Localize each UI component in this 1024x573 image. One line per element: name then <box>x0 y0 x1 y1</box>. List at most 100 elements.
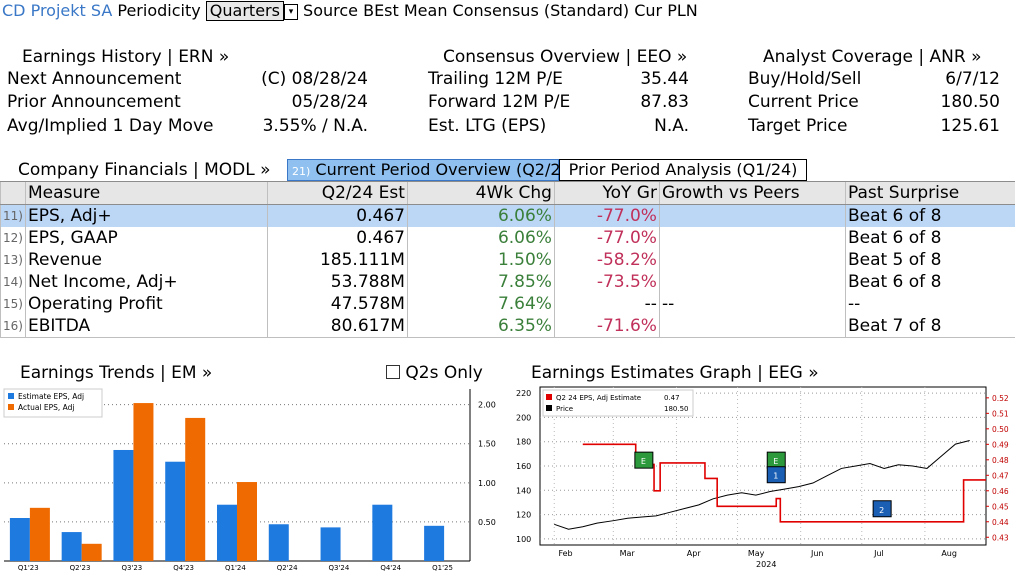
financials-table: Measure Q2/24 Est 4Wk Chg YoY Gr Growth … <box>0 181 1016 338</box>
col-estimate[interactable]: Q2/24 Est <box>266 181 408 205</box>
actual-bar <box>133 403 154 561</box>
x-tick-label: Q3'24 <box>329 564 350 572</box>
legend-box <box>542 389 694 417</box>
right-y-tick-label: 0.46 <box>992 487 1009 496</box>
event-marker-label: 1 <box>773 472 778 481</box>
x-tick-label: May <box>748 549 765 558</box>
left-y-tick-label: 160 <box>516 462 531 471</box>
event-marker <box>766 466 786 484</box>
table-row[interactable]: 14) Net Income, Adj+ 53.788M 7.85% -73.5… <box>0 271 1016 293</box>
y-tick-label: 0.50 <box>478 518 496 527</box>
earnings-trends-title[interactable]: Earnings Trends | EM » <box>20 363 213 383</box>
trailing-pe-value: 35.44 <box>640 69 689 89</box>
table-row[interactable]: 15) Operating Profit 47.578M 7.64% -- --… <box>0 293 1016 315</box>
table-row[interactable]: 11) EPS, Adj+ 0.467 6.06% -77.0% Beat 6 … <box>0 204 1016 227</box>
chart-legend: Q2 24 EPS, Adj Estimate 0.47 Price 180.50 <box>542 389 694 417</box>
analyst-title[interactable]: Analyst Coverage | ANR » <box>763 47 982 67</box>
table-row[interactable]: 13) Revenue 185.111M 1.50% -58.2% Beat 5… <box>0 249 1016 271</box>
col-measure[interactable]: Measure <box>24 181 268 205</box>
earnings-estimates-chart: 100 120 140 160 180 200 220 0.43 0.44 0.45 0.46 0.4… <box>516 386 1009 569</box>
col-surprise[interactable]: Past Surprise <box>844 181 1016 205</box>
buy-hold-sell-value: 6/7/12 <box>945 69 1000 89</box>
chevron-down-icon[interactable]: ▾ <box>283 3 298 20</box>
prior-announcement-value: 05/28/24 <box>291 92 368 112</box>
earnings-trends-chart: 0.50 1.00 1.50 2.00 Q1'23 Q2'23 Q3'23 Q4'23 Q1'2… <box>3 388 496 572</box>
legend-label: Estimate EPS, Adj <box>18 392 84 401</box>
x-tick-label: Jul <box>873 549 884 558</box>
event-marker <box>872 500 892 518</box>
eeg-title[interactable]: Earnings Estimates Graph | EEG » <box>531 363 819 383</box>
table-row[interactable]: 12) EPS, GAAP 0.467 6.06% -77.0% Beat 6 … <box>0 227 1016 249</box>
prior-announcement-label: Prior Announcement <box>7 92 181 112</box>
x-tick-label: Apr <box>687 549 702 558</box>
col-4wk-chg[interactable]: 4Wk Chg <box>406 181 555 205</box>
x-tick-label: Jun <box>810 549 824 558</box>
forward-pe-value: 87.83 <box>640 92 689 112</box>
periodicity-select[interactable]: Quarters <box>205 1 284 21</box>
legend-swatch-price <box>546 405 552 411</box>
estimate-bar <box>113 449 134 561</box>
col-peers[interactable]: Growth vs Peers <box>658 181 846 205</box>
x-tick-label: Q1'25 <box>432 564 453 572</box>
left-y-tick-label: 200 <box>516 413 531 422</box>
target-price-label: Target Price <box>748 116 848 136</box>
legend-label: Price <box>556 405 573 413</box>
right-y-tick-label: 0.51 <box>992 409 1009 418</box>
left-y-tick-label: 180 <box>516 438 531 447</box>
actual-bar <box>237 482 257 561</box>
implied-move-value: 3.55% / N.A. <box>262 116 368 136</box>
buy-hold-sell-label: Buy/Hold/Sell <box>748 69 862 89</box>
actual-bar <box>29 507 50 561</box>
y-tick-label: 2.00 <box>478 401 496 410</box>
x-tick-label: Q1'23 <box>18 564 39 572</box>
legend-label: Actual EPS, Adj <box>18 403 75 412</box>
estimate-bar <box>320 527 341 561</box>
y-tick-label: 1.50 <box>478 440 496 449</box>
next-announcement-value: (C) 08/28/24 <box>261 69 368 89</box>
x-tick-label: Feb <box>558 549 572 558</box>
right-y-tick-label: 0.44 <box>992 518 1009 527</box>
event-marker-label: 2 <box>879 506 884 515</box>
left-y-tick-label: 140 <box>516 486 531 495</box>
legend-value: 0.47 <box>664 394 680 402</box>
x-tick-label: Q4'24 <box>380 564 401 572</box>
event-marker-label: E <box>773 457 778 466</box>
x-tick-label: Q2'24 <box>277 564 298 572</box>
forward-pe-label: Forward 12M P/E <box>428 92 571 112</box>
left-y-tick-label: 220 <box>516 389 531 398</box>
estimate-bar <box>217 504 237 561</box>
tab-current-period[interactable]: 21) Current Period Overview (Q2/24) <box>287 159 577 181</box>
event-marker <box>634 451 654 469</box>
earnings-history-title[interactable]: Earnings History | ERN » <box>22 47 230 67</box>
right-y-tick-label: 0.50 <box>992 425 1009 434</box>
right-y-tick-label: 0.43 <box>992 533 1009 542</box>
actual-bar <box>185 417 206 561</box>
company-name[interactable]: CD Projekt SA <box>2 1 113 20</box>
header-bar: CD Projekt SA Periodicity Quarters ▾ Sour… <box>2 1 698 21</box>
tab-prior-period[interactable]: Prior Period Analysis (Q1/24) <box>559 159 807 181</box>
legend-label: Q2 24 EPS, Adj Estimate <box>556 394 641 402</box>
current-price-label: Current Price <box>748 92 859 112</box>
estimate-bar <box>424 525 445 561</box>
q2s-only-checkbox[interactable]: Q2s Only <box>386 362 483 384</box>
periodicity-label: Periodicity <box>117 1 201 20</box>
left-y-tick-label: 100 <box>516 535 531 544</box>
estimate-bar <box>268 524 289 561</box>
right-y-tick-label: 0.49 <box>992 440 1009 449</box>
x-year-label: 2024 <box>756 560 776 569</box>
legend-value: 180.50 <box>664 405 689 413</box>
right-y-tick-label: 0.48 <box>992 456 1009 465</box>
checkbox-icon[interactable] <box>386 365 400 379</box>
col-yoy[interactable]: YoY Gr <box>553 181 660 205</box>
legend-box <box>3 388 103 418</box>
current-price-value: 180.50 <box>940 92 1000 112</box>
table-header-row: Measure Q2/24 Est 4Wk Chg YoY Gr Growth … <box>0 181 1016 205</box>
est-ltg-label: Est. LTG (EPS) <box>428 116 547 136</box>
trailing-pe-label: Trailing 12M P/E <box>428 69 563 89</box>
right-y-tick-label: 0.52 <box>992 394 1009 403</box>
consensus-title[interactable]: Consensus Overview | EEO » <box>443 47 688 67</box>
x-tick-label: Q2'23 <box>70 564 91 572</box>
company-financials-title[interactable]: Company Financials | MODL » <box>18 160 271 180</box>
price-line <box>554 439 970 530</box>
table-row[interactable]: 16) EBITDA 80.617M 6.35% -71.6% Beat 7 o… <box>0 315 1016 338</box>
